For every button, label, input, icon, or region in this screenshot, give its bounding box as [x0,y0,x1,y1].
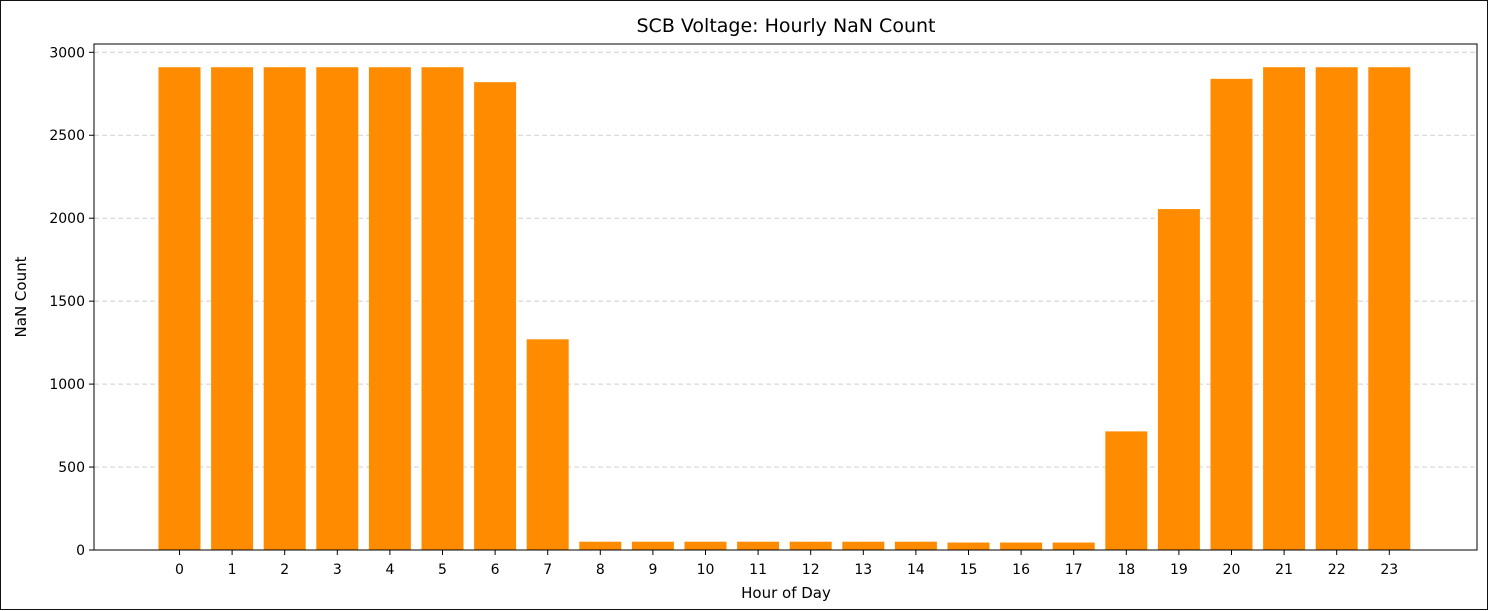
bar-hour-13 [842,541,885,550]
x-tick-label: 15 [960,562,978,578]
x-tick-label: 6 [491,562,500,578]
bar-hour-2 [263,67,306,550]
x-tick-label: 1 [228,562,237,578]
x-tick-label: 10 [697,562,715,578]
x-tick-label: 23 [1380,562,1398,578]
bar-hour-6 [474,82,517,550]
bar-hour-4 [368,67,411,550]
x-tick-label: 17 [1065,562,1083,578]
x-tick-label: 2 [280,562,289,578]
bar-hour-17 [1052,542,1095,550]
x-tick-label: 16 [1012,562,1030,578]
bar-hour-18 [1105,431,1148,550]
bar-hour-19 [1157,209,1200,550]
bar-hour-12 [789,541,832,550]
y-tick-label: 2000 [49,211,85,227]
y-axis-label: NaN Count [12,256,30,337]
x-tick-label: 20 [1223,562,1241,578]
y-tick-label: 500 [58,460,85,476]
y-tick-label: 0 [76,543,85,559]
x-tick-label: 22 [1328,562,1346,578]
x-tick-label: 4 [385,562,394,578]
x-axis-label: Hour of Day [741,584,831,602]
bar-hour-9 [631,541,674,550]
bar-hour-22 [1315,67,1358,550]
bar-hour-7 [526,339,569,550]
x-tick-label: 18 [1117,562,1135,578]
x-tick-label: 9 [648,562,657,578]
bar-hour-10 [684,541,727,550]
x-tick-label: 0 [175,562,184,578]
x-tick-label: 21 [1275,562,1293,578]
bar-hour-11 [737,541,780,550]
bar-hour-8 [579,541,622,550]
bar-hour-5 [421,67,464,550]
y-axis-ticks: 0 500 1000 1500 2000 2500 3000 [49,45,94,559]
x-tick-label: 12 [802,562,820,578]
x-tick-label: 8 [596,562,605,578]
x-tick-label: 5 [438,562,447,578]
x-tick-label: 7 [543,562,552,578]
x-tick-label: 3 [333,562,342,578]
y-tick-label: 2500 [49,128,85,144]
bar-hour-1 [211,67,254,550]
y-tick-label: 1000 [49,377,85,393]
bar-hour-20 [1210,78,1253,550]
x-tick-label: 19 [1170,562,1188,578]
x-tick-label: 11 [749,562,767,578]
y-tick-label: 1500 [49,294,85,310]
bar-hour-15 [947,542,990,550]
bar-hour-14 [894,541,937,550]
chart-title: SCB Voltage: Hourly NaN Count [637,15,936,37]
bar-hour-21 [1263,67,1306,550]
bar-hour-3 [316,67,359,550]
bar-hour-23 [1368,67,1411,550]
bar-hour-0 [158,67,201,550]
y-tick-label: 3000 [49,45,85,61]
bars [158,67,1411,550]
x-tick-label: 13 [854,562,872,578]
x-axis-ticks: 0 1 2 3 4 5 6 7 8 9 10 11 12 13 14 15 16 17 18 19 20 21 22 23 [175,550,1398,578]
x-tick-label: 14 [907,562,925,578]
plot-area-border [93,43,1478,551]
bar-hour-16 [1000,542,1043,550]
